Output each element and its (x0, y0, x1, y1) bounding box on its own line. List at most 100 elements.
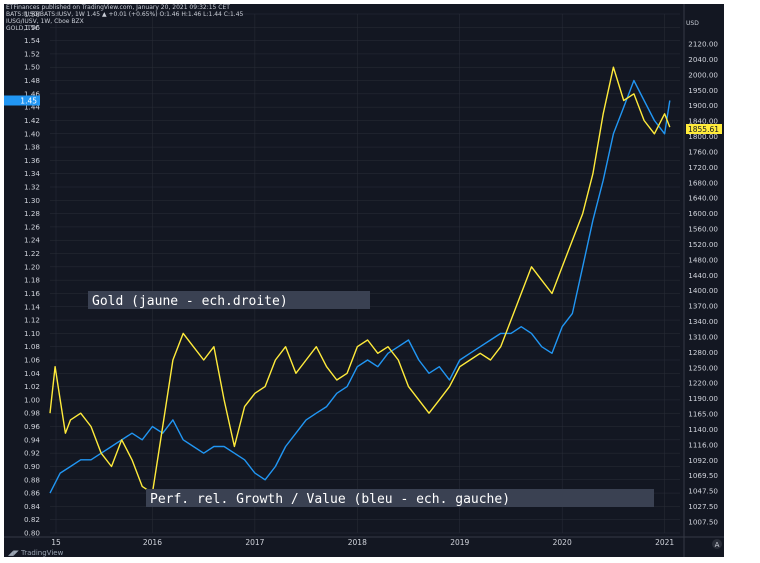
y-right-tick-label: 1640.00 (688, 194, 718, 203)
growth-value-label-box (146, 489, 654, 507)
y-left-tick-label: 0.86 (24, 489, 40, 498)
y-left-tick-label: 0.96 (24, 422, 40, 431)
gold-series-line (49, 66, 671, 494)
y-left-tick-label: 1.24 (24, 236, 40, 245)
annotation-layer: 1.45 1855.61 Gold (jaune - ech.droite) Perf… (4, 95, 722, 549)
x-axis: 15 2016 2017 2018 2019 2020 2021 (51, 538, 674, 547)
tradingview-logo[interactable]: ◢◤ TradingView (8, 549, 63, 557)
chart-title: IUSG/IUSV, 1W, Cboe BZX (6, 18, 84, 25)
y-right-tick-label: 1140.00 (688, 425, 718, 434)
y-left-tick-label: 1.16 (24, 289, 40, 298)
y-right-tick-label: 1680.00 (688, 178, 718, 187)
y-left-tick-label: 0.90 (24, 462, 40, 471)
y-left-tick-label: 0.98 (24, 409, 40, 418)
y-right-tick-label: 1165.00 (688, 410, 718, 419)
symbol-line: BATS:IUSG/BATS:IUSV, 1W 1.45 ▲ +0.01 (+0… (6, 11, 244, 18)
y-left-tick-label: 1.18 (24, 276, 40, 285)
y-right-tick-label: 1760.00 (688, 147, 718, 156)
y-left-tick-label: 1.12 (24, 316, 40, 325)
y-left-tick-label: 1.20 (24, 262, 40, 271)
y-left-tick-label: 1.28 (24, 209, 40, 218)
y-right-tick-label: 1520.00 (688, 240, 718, 249)
y-right-tick-label: 1600.00 (688, 209, 718, 218)
y-right-tick-label: 1047.50 (688, 487, 718, 496)
growth-value-label: Perf. rel. Growth / Value (bleu - ech. g… (150, 492, 510, 507)
y-right-tick-label: 1480.00 (688, 255, 718, 264)
y-left-tick-label: 1.44 (24, 103, 40, 112)
publisher-line: ETFinances published on TradingView.com,… (6, 4, 230, 11)
y-left-tick-label: 1.02 (24, 382, 40, 391)
y-left-tick-label: 1.48 (24, 76, 40, 85)
y-right-tick-label: 2000.00 (688, 70, 718, 79)
y-left-tick-label: 1.54 (24, 36, 40, 45)
y-right-tick-label: 1116.00 (688, 440, 718, 449)
y-right-tick-label: 1400.00 (688, 286, 718, 295)
y-right-tick-label: 1370.00 (688, 302, 718, 311)
y-right-tick-label: 1900.00 (688, 101, 718, 110)
y-right-tick-label: 1092.00 (688, 456, 718, 465)
y-right-tick-label: 1950.00 (688, 86, 718, 95)
chart-background (4, 4, 724, 557)
tradingview-icon: ◢◤ (8, 549, 21, 557)
y-right-tick-label: 1340.00 (688, 317, 718, 326)
y-left-tick-label: 1.32 (24, 183, 40, 192)
y-left-tick-label: 1.38 (24, 143, 40, 152)
gold-label-box (88, 291, 370, 309)
y-left-tick-label: 0.88 (24, 475, 40, 484)
last-value-right-badge (686, 124, 722, 134)
y-right-tick-label: 1280.00 (688, 348, 718, 357)
gold-label: Gold (jaune - ech.droite) (92, 294, 288, 309)
y-left-tick-label: 1.10 (24, 329, 40, 338)
y-left-tick-label: 1.50 (24, 63, 40, 72)
y-left-tick-label: 1.42 (24, 116, 40, 125)
x-tick-label: 2018 (348, 538, 367, 547)
growth-value-series-line (49, 79, 671, 494)
y-left-tick-label: 0.80 (24, 529, 40, 538)
y-right-tick-label: 1250.00 (688, 363, 718, 372)
y-right-tick-label: 1007.50 (688, 518, 718, 527)
x-tick-label: 2020 (553, 538, 572, 547)
x-tick-label: 2019 (450, 538, 469, 547)
y-left-tick-label: 0.94 (24, 435, 40, 444)
top-header-bar (4, 4, 724, 14)
y-left-tick-label: 1.14 (24, 302, 40, 311)
right-axis-unit: USD (686, 20, 699, 27)
left-axis: 1.58 1.56 1.54 1.52 1.50 1.48 1.46 1.44 1.42 1.40… (24, 10, 40, 538)
y-left-tick-label: 1.36 (24, 156, 40, 165)
y-right-tick-label: 1027.50 (688, 502, 718, 511)
x-tick-label: 2016 (143, 538, 162, 547)
y-right-tick-label: 1720.00 (688, 163, 718, 172)
y-left-tick-label: 1.06 (24, 356, 40, 365)
y-left-tick-label: 1.56 (24, 23, 40, 32)
y-right-tick-label: 1220.00 (688, 379, 718, 388)
y-left-tick-label: 1.58 (24, 10, 40, 19)
y-left-tick-label: 0.84 (24, 502, 40, 511)
auto-scale-label: A (715, 541, 720, 549)
y-right-tick-label: 1840.00 (688, 117, 718, 126)
y-right-tick-label: 2040.00 (688, 55, 718, 64)
y-right-tick-label: 1800.00 (688, 132, 718, 141)
y-right-tick-label: 2120.00 (688, 40, 718, 49)
y-right-tick-label: 1310.00 (688, 332, 718, 341)
y-left-tick-label: 1.46 (24, 89, 40, 98)
y-left-tick-label: 1.40 (24, 129, 40, 138)
chart-subtitle: GOLD, TVC (6, 25, 40, 32)
x-tick-label: 15 (51, 538, 61, 547)
y-left-tick-label: 1.08 (24, 342, 40, 351)
right-axis: 2120.00 2040.00 2000.00 1950.00 1900.00 1840.… (688, 40, 718, 527)
auto-scale-button (712, 539, 722, 549)
y-right-tick-label: 1560.00 (688, 225, 718, 234)
y-left-tick-label: 0.82 (24, 515, 40, 524)
last-value-right: 1855.61 (688, 125, 719, 134)
x-tick-label: 2021 (655, 538, 674, 547)
y-left-tick-label: 1.22 (24, 249, 40, 258)
x-tick-label: 2017 (245, 538, 264, 547)
y-right-tick-label: 1069.50 (688, 471, 718, 480)
y-right-tick-label: 1440.00 (688, 271, 718, 280)
y-left-tick-label: 1.52 (24, 49, 40, 58)
y-left-tick-label: 1.00 (24, 395, 40, 404)
y-left-tick-label: 0.92 (24, 449, 40, 458)
tradingview-brand: TradingView (21, 549, 64, 557)
